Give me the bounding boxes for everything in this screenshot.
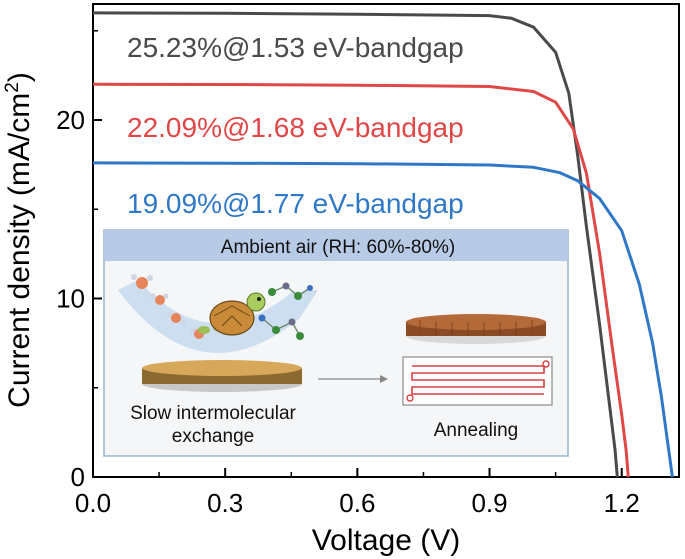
left-caption-line2: exchange <box>172 426 254 447</box>
x-tick-label: 0.6 <box>339 488 375 518</box>
water-molecule-icon <box>131 274 204 339</box>
x-tick-label: 0.0 <box>75 488 111 518</box>
turtle-icon <box>198 292 266 336</box>
hotplate-heater-icon <box>402 356 553 406</box>
x-tick-label: 0.9 <box>471 488 507 518</box>
inset-header-bar <box>104 230 568 261</box>
annotation-1-68ev: 22.09%@1.68 eV-bandgap <box>127 112 464 143</box>
precursor-film-icon <box>142 360 302 392</box>
y-axis-label-main: Current density (mA/cm <box>3 93 36 408</box>
process-arrow-icon <box>318 375 388 383</box>
series-line-2 <box>92 161 674 478</box>
left-caption-line1: Slow intermolecular <box>130 403 296 424</box>
x-axis-label: Voltage (V) <box>312 524 460 557</box>
plot-frame <box>92 3 680 478</box>
series-line-0 <box>92 11 619 478</box>
x-tick-label: 0.3 <box>207 488 243 518</box>
axis-ticks <box>92 30 623 478</box>
axis-tick-labels: 0.0 0.3 0.6 0.9 1.2 0 10 20 <box>56 105 640 518</box>
organic-molecule-icon <box>258 282 313 340</box>
x-tick-label: 1.2 <box>604 488 640 518</box>
y-tick-label: 20 <box>56 105 85 135</box>
y-axis-label-superscript: 2 <box>2 82 23 93</box>
process-schematic-inset: Ambient air (RH: 60%-80%) <box>103 229 569 457</box>
air-flow-swoosh <box>118 280 318 354</box>
annotation-1-77ev: 19.09%@1.77 eV-bandgap <box>127 188 464 219</box>
y-axis-label-close: ) <box>3 72 36 82</box>
jv-curves <box>92 11 674 478</box>
annealed-film-icon <box>406 314 546 344</box>
annotation-1-53ev: 25.23%@1.53 eV-bandgap <box>127 32 464 63</box>
y-tick-label: 0 <box>71 462 85 492</box>
y-axis-label: Current density (mA/cm2) <box>2 72 36 408</box>
y-tick-label: 10 <box>56 284 85 314</box>
series-line-1 <box>92 82 630 478</box>
right-caption: Annealing <box>434 420 519 441</box>
inset-header: Ambient air (RH: 60%-80%) <box>221 237 455 258</box>
